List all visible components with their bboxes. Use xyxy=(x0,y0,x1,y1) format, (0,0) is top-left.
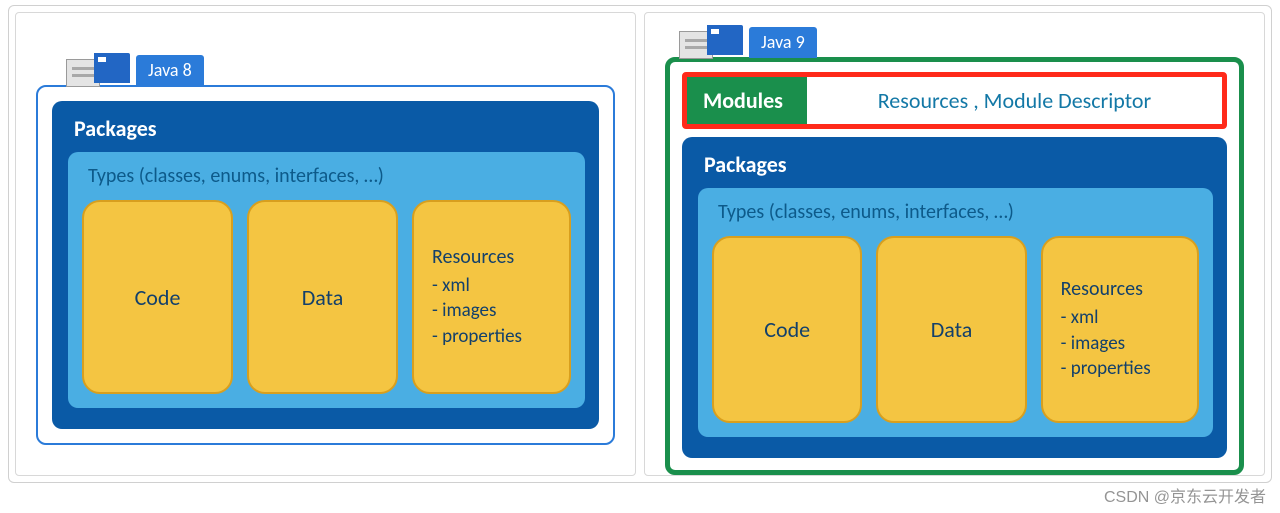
types-title: Types (classes, enums, interfaces, …) xyxy=(88,164,571,188)
types-title: Types (classes, enums, interfaces, …) xyxy=(718,200,1199,224)
packages-block: Packages Types (classes, enums, interfac… xyxy=(682,137,1227,458)
resources-box: Resources - xml - images - properties xyxy=(412,200,571,394)
resources-line: - properties xyxy=(432,324,522,350)
packages-title: Packages xyxy=(74,115,585,142)
modules-label: Modules xyxy=(687,77,807,124)
java9-container: Modules Resources , Module Descriptor Pa… xyxy=(665,57,1244,475)
types-boxes: Code Data Resources - xml - images - pro… xyxy=(712,236,1199,423)
types-block: Types (classes, enums, interfaces, …) Co… xyxy=(68,152,585,408)
resources-line: - properties xyxy=(1061,356,1151,382)
window-tab-icon xyxy=(94,53,130,83)
resources-line: - images xyxy=(432,298,496,324)
data-box: Data xyxy=(247,200,398,394)
resources-title: Resources xyxy=(432,245,514,269)
java8-container: Packages Types (classes, enums, interfac… xyxy=(36,85,615,445)
java9-tab-label: Java 9 xyxy=(749,27,817,58)
watermark-text: CSDN @京东云开发者 xyxy=(1104,483,1266,507)
data-box: Data xyxy=(876,236,1026,423)
types-block: Types (classes, enums, interfaces, …) Co… xyxy=(698,188,1213,437)
types-boxes: Code Data Resources - xml - images - pro… xyxy=(82,200,571,394)
modules-row-highlight: Modules Resources , Module Descriptor xyxy=(682,72,1227,129)
modules-description: Resources , Module Descriptor xyxy=(813,81,1216,120)
window-tab-icon xyxy=(707,25,743,55)
panel-java8: Java 8 Packages Types (classes, enums, i… xyxy=(15,12,636,476)
java8-tab-label: Java 8 xyxy=(136,55,204,86)
resources-line: - xml xyxy=(1061,305,1099,331)
packages-block: Packages Types (classes, enums, interfac… xyxy=(52,101,599,429)
resources-title: Resources xyxy=(1061,277,1143,301)
diagram-frame: Java 8 Packages Types (classes, enums, i… xyxy=(8,5,1272,483)
window-icon xyxy=(66,53,130,83)
window-icon xyxy=(679,25,743,55)
resources-box: Resources - xml - images - properties xyxy=(1041,236,1199,423)
resources-line: - xml xyxy=(432,273,470,299)
packages-title: Packages xyxy=(704,151,1213,178)
panel-java9: Java 9 Modules Resources , Module Descri… xyxy=(644,12,1265,476)
resources-line: - images xyxy=(1061,331,1125,357)
code-box: Code xyxy=(712,236,862,423)
code-box: Code xyxy=(82,200,233,394)
